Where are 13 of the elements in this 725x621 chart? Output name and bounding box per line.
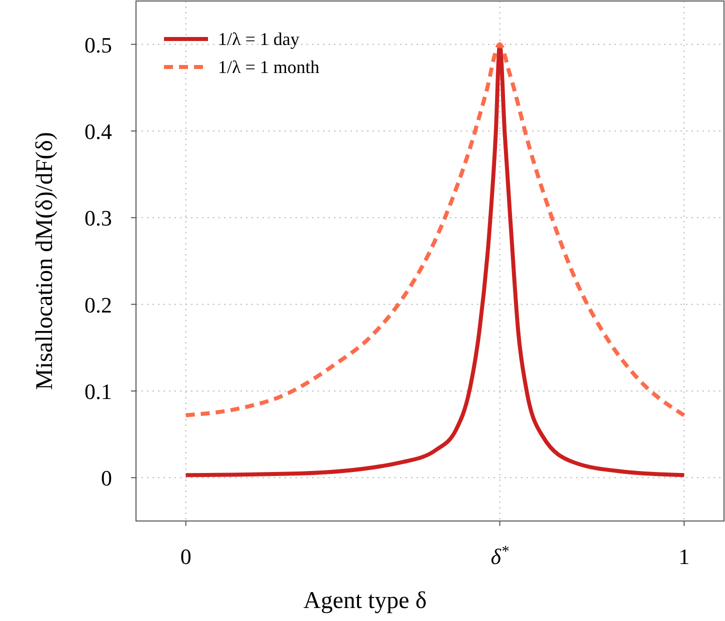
y-tick-label: 0.1 [84,379,112,404]
y-tick-label: 0 [101,466,112,491]
y-tick-label: 0.5 [84,32,112,58]
y-tick-label: 0.4 [84,119,112,144]
legend-label: 1/λ = 1 day [218,29,300,49]
y-tick-label: 0.3 [84,206,112,231]
y-axis-title: Misallocation dM(δ)/dF(δ) [32,132,58,390]
x-axis-title: Agent type δ [303,588,427,614]
y-tick-label: 0.2 [84,292,112,318]
x-tick-label: δ$^{*}$ [490,542,510,569]
x-tick-label: 0 [180,544,192,569]
legend-label: 1/λ = 1 month [218,57,320,77]
x-tick-label: 1 [678,544,690,569]
